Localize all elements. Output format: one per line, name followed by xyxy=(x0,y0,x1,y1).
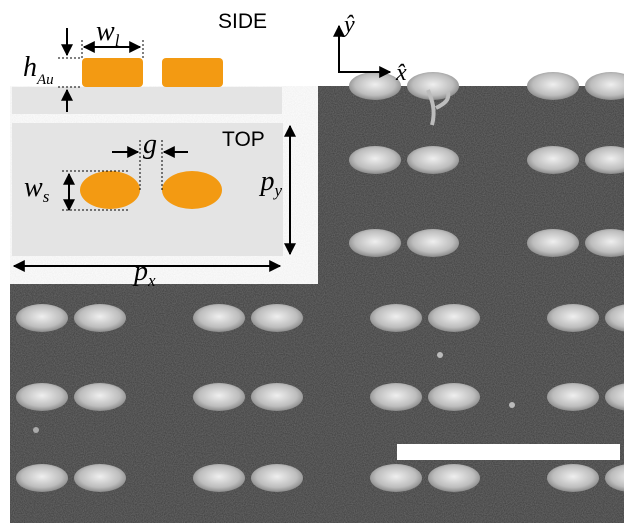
py-label: py xyxy=(258,166,282,200)
substrate-side xyxy=(12,87,282,114)
nanoparticle xyxy=(251,383,303,411)
nanoparticle xyxy=(605,383,624,411)
gold-block-right xyxy=(162,58,223,87)
nanoparticle xyxy=(585,72,624,100)
gold-block-left xyxy=(82,58,143,87)
top-view-schematic: TOP g ws py px xyxy=(12,123,296,290)
debris xyxy=(509,402,515,408)
side-view-schematic: SIDE wl hAu xyxy=(12,10,282,114)
x-hat-label: x̂ xyxy=(395,60,407,86)
nanoparticle xyxy=(428,383,480,411)
ws-label: ws xyxy=(24,172,50,206)
nanoparticle xyxy=(547,304,599,332)
nanoparticle xyxy=(547,464,599,492)
wl-label: wl xyxy=(96,16,120,50)
nanoparticle-dots xyxy=(16,72,624,492)
nanoparticle xyxy=(527,229,579,257)
nanoparticle xyxy=(16,464,68,492)
top-label: TOP xyxy=(222,128,265,151)
nanoparticle xyxy=(16,304,68,332)
nanoparticle xyxy=(251,304,303,332)
nanoparticle xyxy=(74,304,126,332)
nanoparticle xyxy=(251,464,303,492)
nanoparticle xyxy=(407,229,459,257)
gold-disk-left xyxy=(80,171,140,209)
nanoparticle xyxy=(74,383,126,411)
debris xyxy=(33,427,39,433)
side-label: SIDE xyxy=(218,10,267,33)
nanoparticle xyxy=(370,383,422,411)
nanoparticle xyxy=(193,383,245,411)
nanoparticle xyxy=(16,383,68,411)
nanoparticle xyxy=(407,146,459,174)
y-hat-label: ŷ xyxy=(342,12,355,38)
nanoparticle xyxy=(370,464,422,492)
sem-noise xyxy=(10,86,624,523)
substrate-top xyxy=(12,123,283,256)
nanoparticle xyxy=(547,383,599,411)
gold-disk-right xyxy=(162,171,222,209)
debris xyxy=(437,352,443,358)
nanoparticle xyxy=(527,146,579,174)
nanoparticle xyxy=(193,464,245,492)
nanoparticle xyxy=(370,304,422,332)
nanoparticle xyxy=(585,146,624,174)
coordinate-axes: ŷ x̂ xyxy=(333,12,407,86)
nanoparticle xyxy=(605,304,624,332)
nanoparticle xyxy=(527,72,579,100)
nanoparticle xyxy=(74,464,126,492)
nanoparticle xyxy=(605,464,624,492)
nanoparticle xyxy=(428,304,480,332)
hau-label: hAu xyxy=(23,52,54,88)
nanoparticle xyxy=(349,146,401,174)
px-label: px xyxy=(132,256,156,290)
scale-bar xyxy=(397,444,620,460)
nanoparticle xyxy=(349,229,401,257)
nanoparticle xyxy=(349,72,401,100)
g-label: g xyxy=(143,129,157,160)
nanoparticle xyxy=(193,304,245,332)
debris xyxy=(426,89,451,126)
nanoparticle xyxy=(428,464,480,492)
nanoparticle xyxy=(407,72,459,100)
sem-image xyxy=(10,72,624,523)
nanoparticle xyxy=(585,229,624,257)
